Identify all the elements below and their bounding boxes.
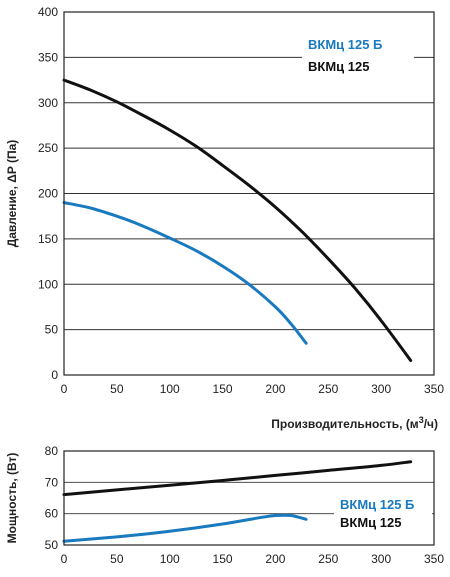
power-series-line — [62, 513, 308, 543]
pressure-x-tick-label: 250 — [318, 382, 338, 396]
pressure-x-tick-label: 50 — [110, 382, 124, 396]
pressure-series-line — [62, 78, 413, 362]
power-y-axis-label: Мощность, (Вт) — [5, 453, 19, 544]
pressure-legend-background — [302, 34, 414, 78]
power-y-tick-label: 80 — [45, 444, 59, 458]
power-x-tick-label: 150 — [213, 552, 233, 566]
power-x-tick-label: 100 — [160, 552, 180, 566]
pressure-y-ticks: 0 50 100 150 200 250 300 350 400 — [38, 5, 58, 382]
power-x-tick-label: 350 — [424, 552, 444, 566]
pressure-y-axis-label: Давление, ΔP (Па) — [5, 140, 19, 248]
pressure-x-axis-label: Производительность, (м3/ч) — [271, 415, 438, 431]
power-y-tick-label: 60 — [45, 507, 59, 521]
pressure-y-tick-label: 0 — [51, 368, 58, 382]
pressure-series-line — [62, 201, 308, 345]
power-legend-vkmc125: ВКМц 125 — [340, 515, 401, 530]
pressure-y-tick-label: 50 — [45, 323, 59, 337]
pressure-legend-vkmc125: ВКМц 125 — [308, 59, 369, 74]
power-legend-vkmc125b: ВКМц 125 Б — [340, 497, 414, 512]
pressure-y-tick-label: 400 — [38, 5, 58, 19]
pressure-legend-vkmc125b: ВКМц 125 Б — [308, 37, 382, 52]
power-y-tick-label: 50 — [45, 538, 59, 552]
power-x-tick-label: 200 — [265, 552, 285, 566]
pressure-y-tick-label: 250 — [38, 141, 58, 155]
pressure-x-tick-label: 350 — [424, 382, 444, 396]
power-plot-frame — [63, 450, 435, 546]
power-x-ticks: 0 50 100 150 200 250 300 350 — [61, 552, 445, 566]
power-x-tick-label: 0 — [61, 552, 68, 566]
pressure-x-tick-label: 300 — [371, 382, 391, 396]
pressure-y-tick-label: 350 — [38, 50, 58, 64]
power-series-line — [62, 460, 413, 497]
pressure-y-tick-label: 300 — [38, 96, 58, 110]
pressure-x-ticks: 0 50 100 150 200 250 300 350 — [61, 382, 445, 396]
pressure-chart: 0 50 100 150 200 250 300 350 0 50 100 150 200 250 300… — [5, 5, 444, 431]
pressure-y-tick-label: 150 — [38, 232, 58, 246]
pressure-series — [62, 78, 413, 362]
power-legend-background — [334, 496, 432, 532]
pressure-y-tick-label: 200 — [38, 187, 58, 201]
pressure-plot-frame — [63, 11, 435, 376]
power-x-tick-label: 50 — [110, 552, 124, 566]
pressure-y-tick-label: 100 — [38, 277, 58, 291]
power-x-tick-label: 300 — [371, 552, 391, 566]
pressure-x-tick-label: 150 — [213, 382, 233, 396]
pressure-x-tick-label: 100 — [160, 382, 180, 396]
pressure-x-tick-label: 200 — [265, 382, 285, 396]
power-x-tick-label: 250 — [318, 552, 338, 566]
pressure-x-tick-label: 0 — [61, 382, 68, 396]
power-y-ticks: 50 60 70 80 — [45, 444, 59, 552]
power-y-tick-label: 70 — [45, 475, 59, 489]
power-series — [62, 460, 413, 543]
